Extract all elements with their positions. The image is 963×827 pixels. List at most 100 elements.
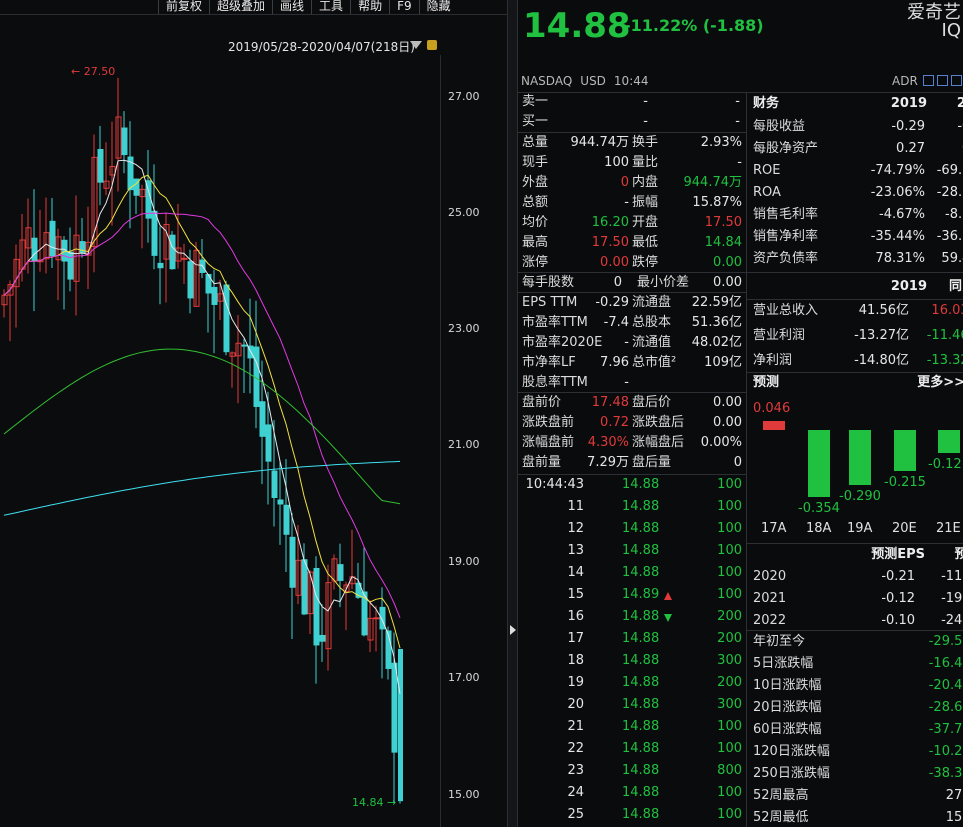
year-col: 2019: [890, 96, 927, 111]
price-change: -11.22% (-1.88): [624, 16, 764, 35]
candle-body: [398, 648, 403, 802]
candle-body: [379, 606, 386, 630]
income-value: 41.56亿: [858, 303, 909, 318]
toolbar-button[interactable]: 工具: [311, 0, 350, 14]
finance-title: 财务: [753, 96, 780, 111]
field-value: 0.00: [713, 275, 742, 290]
candle-body: [271, 470, 278, 498]
info-icon[interactable]: [937, 75, 948, 86]
performance-row: 52周最低 15.12: [753, 808, 963, 827]
candle-body: [193, 249, 200, 307]
field-label: 市盈率2020E: [522, 335, 603, 350]
candle-body: [289, 536, 296, 588]
quote-row: 涨跌盘前 0.72 涨跌盘后 0.00: [522, 413, 744, 433]
ma20-line: [3, 212, 401, 618]
field-label: 市净率LF: [522, 355, 576, 370]
year-col: 2018: [956, 96, 963, 111]
field-value: 2.93%: [700, 135, 742, 150]
forecast-bar[interactable]: [849, 430, 871, 486]
candle-body: [13, 258, 20, 288]
trade-tick-row: 18 14.88 300: [518, 653, 746, 675]
lot-row: 每手股数 0 最小价差 0.00: [522, 273, 744, 293]
toolbar-button[interactable]: 前复权: [158, 0, 209, 14]
field-value: 7.29万: [587, 455, 629, 470]
quote-row: 盘前价 17.48 盘后价 0.00: [522, 393, 744, 413]
adr-label[interactable]: ADR: [892, 74, 918, 88]
share-icon[interactable]: [951, 75, 962, 86]
finance-row: 资产负债率 78.31% 59.44%: [753, 249, 963, 269]
toolbar-button[interactable]: 画线: [272, 0, 311, 14]
price-tick-label: 21.00: [448, 438, 480, 451]
candle-body: [217, 293, 224, 302]
field-value: 0.00: [600, 255, 629, 270]
adr-tools: [923, 75, 962, 86]
forecast-title: 预测: [753, 375, 780, 390]
toolbar-button[interactable]: 帮助: [350, 0, 389, 14]
book-label: 买一: [522, 114, 549, 129]
performance-value: -10.25%: [928, 744, 963, 759]
edit-icon[interactable]: [923, 75, 934, 86]
order-book-row: 买一 - -: [522, 112, 744, 132]
range-dropdown-icon[interactable]: [410, 41, 422, 49]
trade-tick-row: 14 14.88 100: [518, 565, 746, 587]
candle-body: [223, 284, 230, 353]
field-label: 跌停: [632, 255, 659, 270]
forecast-bar[interactable]: [763, 421, 785, 430]
book-volume: -: [735, 114, 740, 129]
trade-tick-row: 16 14.88 200: [518, 609, 746, 631]
lock-icon[interactable]: [427, 40, 437, 50]
field-label: 股息率TTM: [522, 375, 588, 390]
candle-body: [175, 247, 182, 262]
trade-tick-row: 11 14.88 100: [518, 499, 746, 521]
quote-row: 股息率TTM -: [522, 373, 744, 393]
candlestick-chart[interactable]: [0, 55, 440, 827]
quote-row: EPS TTM -0.29 流通盘 22.59亿: [522, 293, 744, 313]
field-value: 0.00: [713, 255, 742, 270]
date-range-label[interactable]: 2019/05/28-2020/04/07(218日): [228, 40, 415, 54]
last-price: 14.88: [523, 6, 631, 46]
forecast-bar[interactable]: [894, 430, 916, 471]
field-value: 0: [733, 455, 742, 470]
candle-body: [7, 284, 14, 296]
collapse-arrow-icon[interactable]: [510, 625, 516, 635]
toolbar-button[interactable]: F9: [389, 0, 419, 14]
candle-body: [259, 401, 266, 437]
tick-price: 14.89: [622, 587, 660, 602]
trade-tick-row: 22 14.88 100: [518, 741, 746, 763]
candle-body: [169, 234, 176, 270]
trade-tick-row: 21 14.88 100: [518, 719, 746, 741]
divider: [518, 132, 746, 133]
price-tick-label: 15.00: [448, 788, 480, 801]
finance-label: 每股收益: [753, 119, 806, 134]
kline-chart-pane[interactable]: 前复权 超级叠加 画线 工具 帮助 F9 隐藏 2019/05/28-2020/04/07(…: [0, 0, 507, 827]
quote-row: 盘前量 7.29万 盘后量 0: [522, 453, 744, 473]
field-label: 市盈率TTM: [522, 315, 588, 330]
toolbar-button[interactable]: 超级叠加: [209, 0, 272, 14]
performance-row: 120日涨跌幅 -10.25%: [753, 742, 963, 762]
field-label: 总市值²: [632, 355, 677, 370]
more-link[interactable]: 更多>>: [917, 375, 963, 390]
tick-time: 16: [567, 609, 584, 624]
tick-time: 23: [567, 763, 584, 778]
candle-body: [103, 180, 110, 189]
trade-tick-row: 23 14.88 800: [518, 763, 746, 785]
tick-volume: 100: [717, 565, 742, 580]
field-value: 0: [620, 175, 629, 190]
field-value: 0.72: [600, 415, 629, 430]
performance-row: 年初至今 -29.51%: [753, 632, 963, 652]
tick-price: 14.88: [622, 499, 660, 514]
tick-time: 17: [567, 631, 584, 646]
candle-body: [181, 257, 188, 260]
field-value: 17.50: [704, 215, 742, 230]
forecast-bar[interactable]: [808, 430, 830, 498]
panel-collapse-handle[interactable]: [507, 0, 518, 827]
candle-body: [325, 582, 332, 650]
field-label: 外盘: [522, 175, 549, 190]
quote-row: 涨停 0.00 跌停 0.00: [522, 253, 744, 273]
forecast-bar[interactable]: [938, 430, 960, 453]
tick-time: 14: [567, 565, 584, 580]
divider: [746, 372, 963, 373]
toolbar-button[interactable]: 隐藏: [418, 0, 458, 14]
income-value: -13.27亿: [854, 328, 909, 343]
